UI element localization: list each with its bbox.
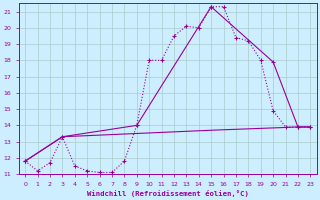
X-axis label: Windchill (Refroidissement éolien,°C): Windchill (Refroidissement éolien,°C) [87, 190, 249, 197]
